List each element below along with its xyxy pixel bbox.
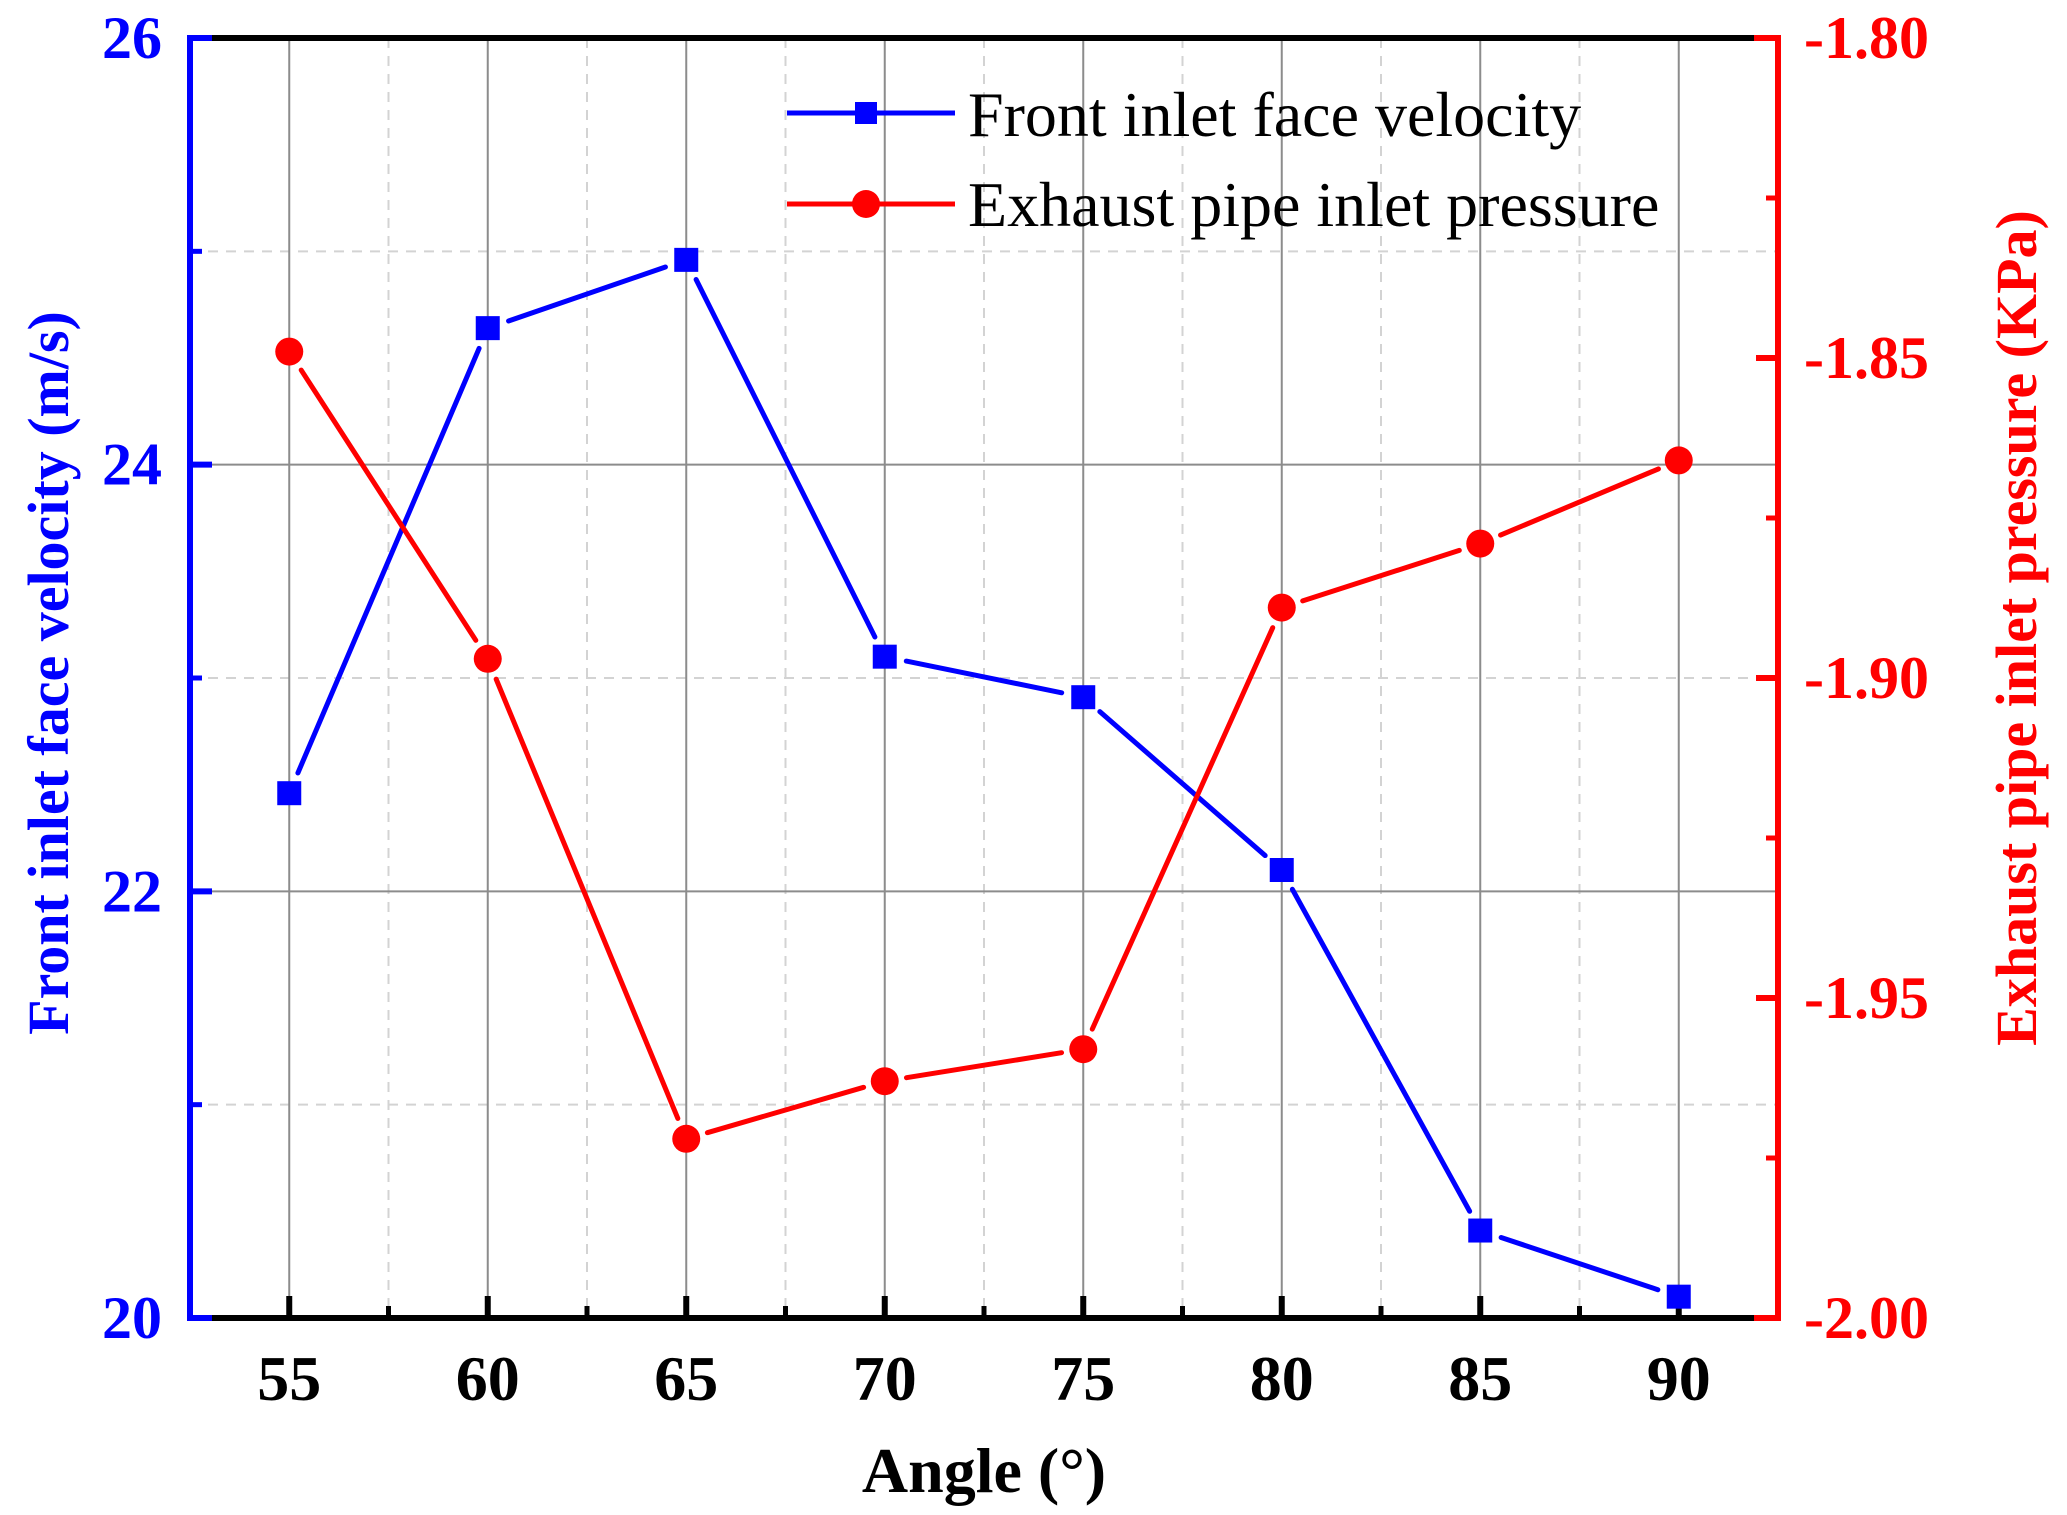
x-tick-label: 60: [456, 1343, 520, 1414]
y-axis-left-label: Front inlet face velocity (m/s): [16, 311, 81, 1035]
y-right-tick-label: -1.80: [1804, 5, 1929, 71]
y-left-tick-label: 26: [102, 5, 162, 71]
series-line-segment-pressure: [298, 367, 479, 643]
y-right-tick-label: -1.90: [1804, 645, 1929, 711]
series-line-segment-velocity: [506, 264, 668, 324]
legend-item-velocity: Front inlet face velocity: [787, 79, 1581, 150]
y-right-tick-label: -1.85: [1804, 325, 1929, 391]
legend-label-pressure: Exhaust pipe inlet pressure: [968, 169, 1659, 240]
data-point-square-velocity: [1071, 685, 1096, 710]
data-point-square-velocity: [1269, 858, 1294, 882]
series-velocity: [277, 247, 1691, 1309]
data-point-circle-pressure: [1267, 593, 1296, 622]
series-line-segment-velocity: [693, 277, 878, 640]
series-line-segment-velocity: [295, 345, 482, 776]
data-point-square-velocity: [277, 781, 302, 806]
y-left-tick-label: 20: [102, 1285, 162, 1351]
series-line-segment-pressure: [704, 1084, 867, 1136]
x-tick-label: 70: [853, 1343, 917, 1414]
series-line-segment-pressure: [1089, 625, 1276, 1032]
x-tick-label: 75: [1051, 1343, 1115, 1414]
legend: Front inlet face velocity Exhaust pipe i…: [787, 79, 1659, 240]
series-line-segment-velocity: [1498, 1234, 1661, 1293]
data-point-circle-pressure: [473, 644, 502, 673]
data-point-square-velocity: [1666, 1284, 1691, 1309]
series-pressure: [275, 337, 1693, 1153]
series-line-segment-pressure: [1300, 547, 1462, 604]
x-tick-label: 90: [1647, 1343, 1711, 1414]
y-left-tick-label: 22: [102, 858, 162, 924]
x-tick-label: 65: [654, 1343, 718, 1414]
legend-item-pressure: Exhaust pipe inlet pressure: [787, 169, 1659, 240]
y-axis-right-label: Exhaust pipe inlet pressure (KPa): [1984, 210, 2049, 1046]
x-axis-label: Angle (°): [862, 1435, 1106, 1506]
data-point-square-velocity: [1468, 1218, 1493, 1243]
axis-ticks: [190, 35, 1778, 1321]
series-line-segment-velocity: [1289, 886, 1473, 1214]
y-right-tick-label: -1.95: [1804, 965, 1929, 1031]
series-line-segment-pressure: [493, 676, 681, 1121]
data-point-circle-pressure: [275, 337, 304, 366]
data-point-circle-pressure: [870, 1067, 899, 1096]
data-point-square-velocity: [872, 644, 897, 669]
series-line-segment-pressure: [903, 1050, 1065, 1081]
data-point-circle-pressure: [1069, 1035, 1098, 1064]
data-point-circle-pressure: [1466, 529, 1495, 558]
series-line-segment-pressure: [1498, 466, 1661, 538]
series-layer: [275, 247, 1693, 1309]
data-point-square-velocity: [674, 247, 699, 272]
data-point-circle-pressure: [672, 1124, 701, 1153]
tick-labels: 55 60 65 70 75 80 85 90 20 22 24 26 -2.00 -1.95 -1.90 -…: [102, 5, 1929, 1414]
series-line-segment-velocity: [1097, 709, 1268, 859]
series-line-segment-velocity: [903, 658, 1065, 696]
y-left-tick-label: 24: [102, 432, 162, 498]
x-tick-label: 85: [1448, 1343, 1512, 1414]
data-point-square-velocity: [475, 316, 500, 341]
legend-marker-square-icon: [855, 102, 877, 124]
data-point-circle-pressure: [1664, 446, 1693, 475]
x-tick-label: 55: [257, 1343, 321, 1414]
x-tick-label: 80: [1250, 1343, 1314, 1414]
legend-label-velocity: Front inlet face velocity: [968, 79, 1581, 150]
legend-marker-circle-icon: [852, 190, 880, 218]
y-right-tick-label: -2.00: [1804, 1285, 1929, 1351]
